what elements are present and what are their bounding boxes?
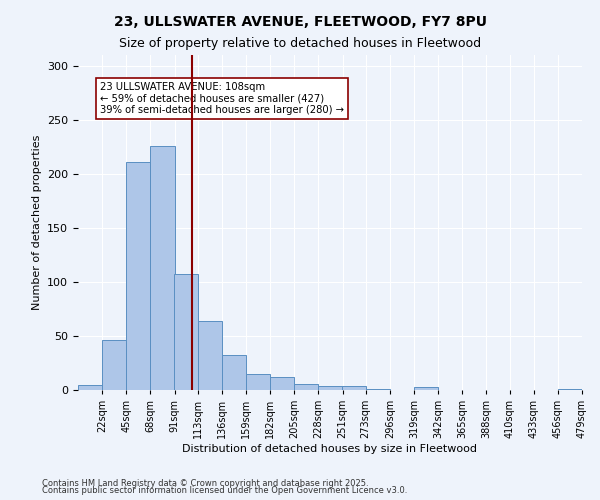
Text: Contains public sector information licensed under the Open Government Licence v3: Contains public sector information licen… [42,486,407,495]
Bar [319,386,343,390]
X-axis label: Distribution of detached houses by size in Fleetwood: Distribution of detached houses by size … [182,444,478,454]
Bar [173,274,198,390]
Bar [414,387,438,390]
Bar [558,389,582,390]
Text: 23 ULLSWATER AVENUE: 108sqm
← 59% of detached houses are smaller (427)
39% of se: 23 ULLSWATER AVENUE: 108sqm ← 59% of det… [100,82,344,115]
Bar [102,340,127,390]
Bar [270,377,294,390]
Text: 23, ULLSWATER AVENUE, FLEETWOOD, FY7 8PU: 23, ULLSWATER AVENUE, FLEETWOOD, FY7 8PU [113,15,487,29]
Bar [198,321,222,390]
Y-axis label: Number of detached properties: Number of detached properties [32,135,41,310]
Bar [78,384,102,390]
Bar [151,146,175,390]
Bar [127,162,151,390]
Text: Size of property relative to detached houses in Fleetwood: Size of property relative to detached ho… [119,38,481,51]
Bar [222,356,246,390]
Bar [295,384,319,390]
Text: Contains HM Land Registry data © Crown copyright and database right 2025.: Contains HM Land Registry data © Crown c… [42,478,368,488]
Bar [341,386,366,390]
Bar [366,389,390,390]
Bar [246,374,270,390]
